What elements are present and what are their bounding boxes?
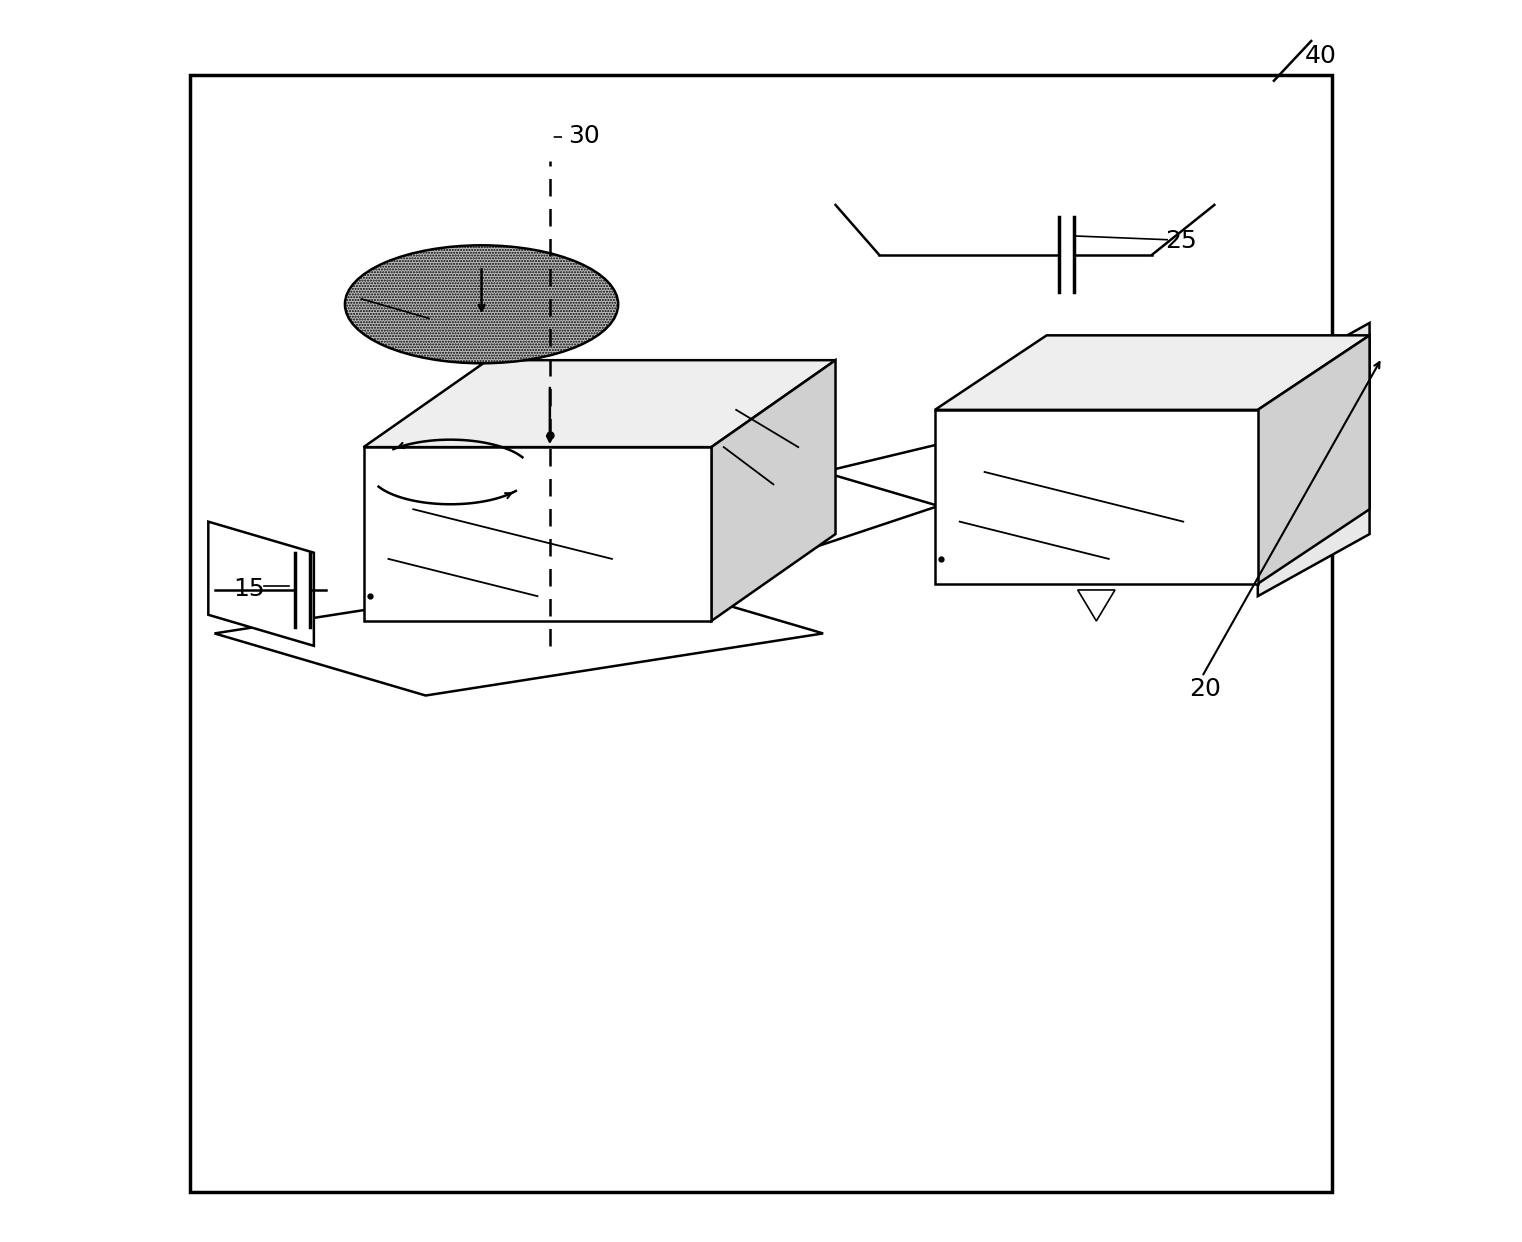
Polygon shape <box>711 360 836 621</box>
Text: 35: 35 <box>400 310 432 334</box>
Polygon shape <box>935 410 1257 584</box>
Text: 30: 30 <box>569 124 600 148</box>
Polygon shape <box>1257 335 1370 584</box>
Text: 25: 25 <box>1164 230 1196 253</box>
Polygon shape <box>1078 590 1116 621</box>
Polygon shape <box>364 360 836 447</box>
Text: 20: 20 <box>1190 677 1221 700</box>
Polygon shape <box>935 335 1370 410</box>
Polygon shape <box>215 571 823 696</box>
Text: 10: 10 <box>761 534 793 558</box>
Polygon shape <box>209 522 314 646</box>
Ellipse shape <box>345 246 618 363</box>
Text: 15: 15 <box>233 578 265 601</box>
Text: 40: 40 <box>1304 45 1336 68</box>
Polygon shape <box>364 447 711 621</box>
Polygon shape <box>1257 323 1370 596</box>
Polygon shape <box>823 397 1345 534</box>
